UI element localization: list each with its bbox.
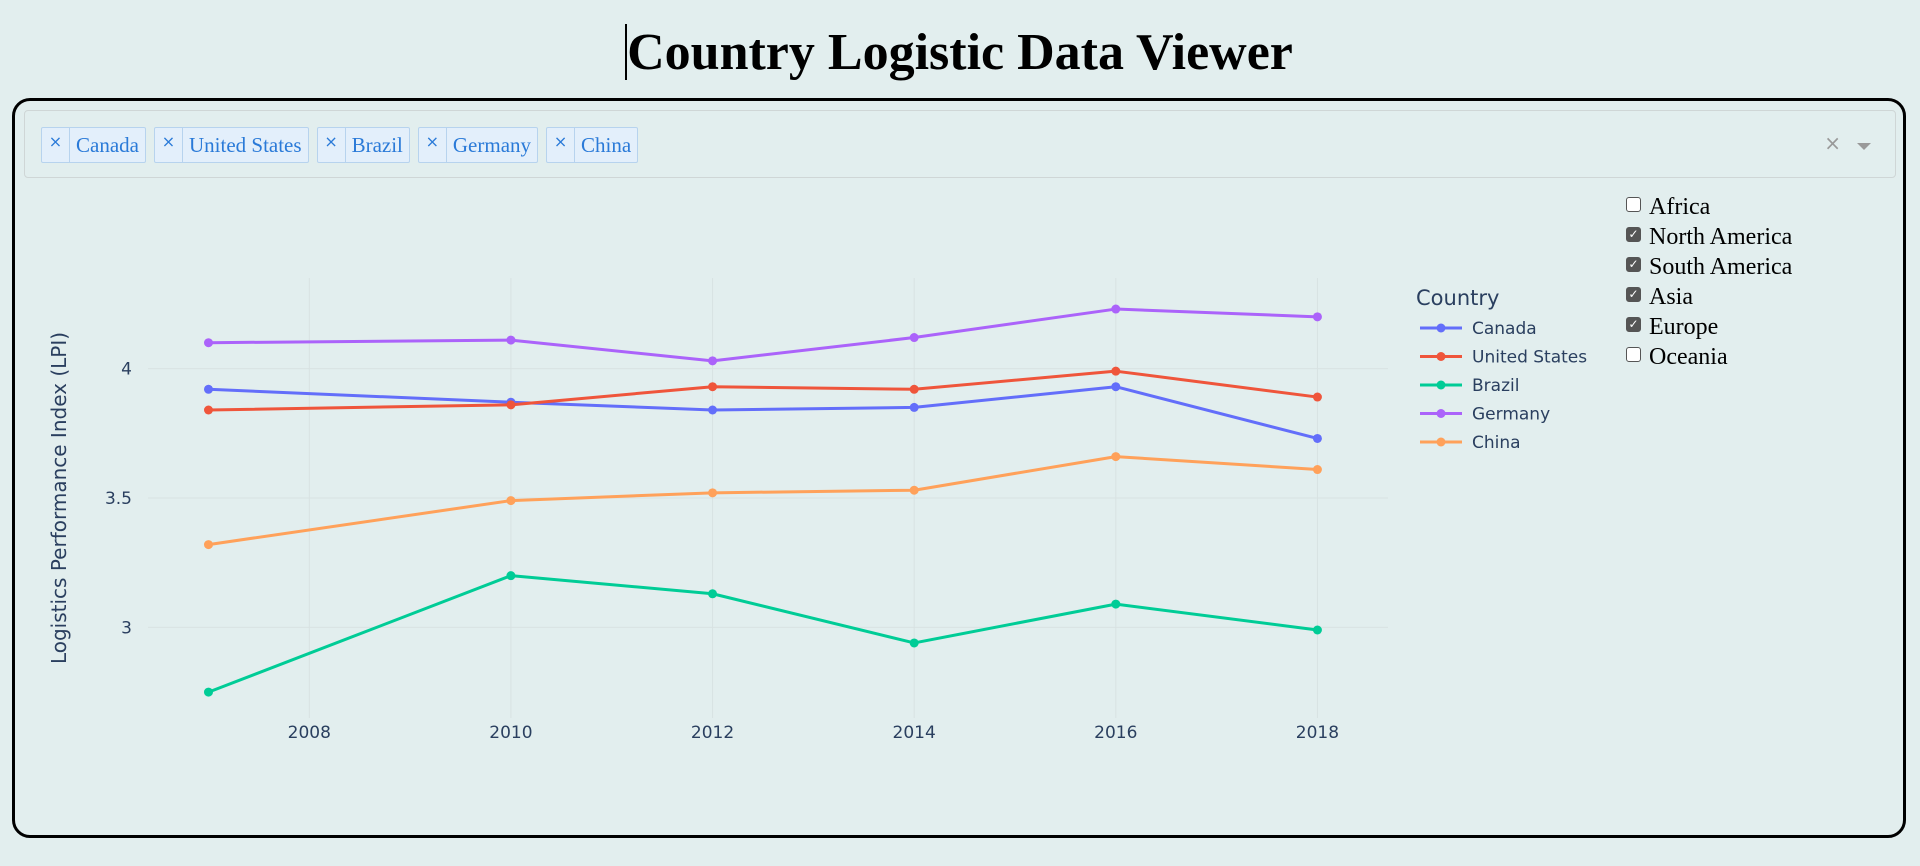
x-tick-label: 2012 — [691, 723, 734, 743]
series-line-germany — [208, 307, 1318, 363]
data-point-brazil — [708, 589, 718, 599]
region-africa[interactable]: Africa — [1626, 192, 1792, 222]
region-label: South America — [1649, 253, 1793, 280]
legend-marker-germany — [1436, 409, 1446, 418]
legend-label-china: China — [1472, 433, 1521, 453]
country-multiselect[interactable]: × Canada × United States × Brazil × Germ… — [24, 110, 1896, 178]
x-tick-label: 2010 — [489, 723, 532, 743]
legend-label-united-states: United States — [1472, 348, 1587, 368]
series-line-china — [208, 455, 1318, 547]
region-checkbox[interactable]: ✓ — [1626, 286, 1641, 302]
data-point-germany — [506, 335, 516, 345]
chip-label: Canada — [76, 132, 139, 157]
x-tick-label: 2018 — [1296, 723, 1339, 743]
data-point-china — [1111, 452, 1121, 462]
data-point-canada — [1312, 433, 1322, 443]
clear-all-icon[interactable]: × — [1824, 131, 1841, 155]
data-point-united-states — [909, 384, 919, 394]
legend-label-germany: Germany — [1472, 405, 1550, 425]
data-point-brazil — [1312, 625, 1322, 635]
chip-germany: × Germany — [417, 127, 539, 163]
page-title: Country Logistic Data Viewer — [0, 18, 1920, 88]
data-point-brazil — [506, 571, 516, 581]
x-tick-label: 2016 — [1094, 723, 1137, 743]
chip-china: × China — [546, 127, 639, 163]
data-point-canada — [1111, 382, 1121, 392]
data-point-china — [909, 485, 919, 495]
x-tick-label: 2008 — [288, 723, 331, 743]
data-point-china — [203, 540, 213, 550]
chip-brazil: × Brazil — [316, 127, 410, 163]
data-point-brazil — [1111, 599, 1121, 609]
y-tick-label: 3 — [121, 618, 132, 638]
region-north-america[interactable]: ✓ North America — [1626, 222, 1792, 252]
page-title-text: Country Logistic Data Viewer — [627, 24, 1293, 81]
data-point-china — [506, 496, 516, 506]
region-south-america[interactable]: ✓ South America — [1626, 252, 1792, 282]
data-point-brazil — [203, 687, 213, 697]
data-point-germany — [909, 333, 919, 343]
region-oceania[interactable]: Oceania — [1626, 342, 1792, 372]
remove-brazil-icon[interactable]: × — [318, 128, 346, 162]
region-checkbox[interactable]: ✓ — [1626, 226, 1641, 242]
legend-label-brazil: Brazil — [1472, 376, 1519, 396]
y-tick-label: 3.5 — [105, 489, 132, 509]
legend-marker-china — [1436, 437, 1446, 447]
region-label: North America — [1649, 223, 1793, 250]
data-point-germany — [708, 356, 718, 366]
region-label: Asia — [1649, 283, 1693, 310]
y-tick-label: 4 — [121, 360, 132, 380]
selected-countries: × Canada × United States × Brazil × Germ… — [41, 127, 639, 163]
region-checkbox[interactable] — [1626, 346, 1641, 362]
series-line-brazil — [207, 574, 1318, 694]
legend-marker-brazil — [1436, 380, 1446, 390]
series-line-canada — [208, 385, 1318, 440]
data-point-united-states — [1111, 366, 1121, 376]
legend-label-canada: Canada — [1472, 319, 1537, 339]
main-panel — [12, 98, 1906, 838]
data-point-canada — [203, 384, 213, 394]
legend-title: Country — [1416, 286, 1499, 310]
region-label: Oceania — [1649, 343, 1728, 370]
chip-label: Germany — [452, 132, 532, 157]
data-point-china — [708, 488, 718, 498]
chip-label: Brazil — [351, 132, 403, 157]
region-checkbox[interactable] — [1626, 196, 1641, 212]
data-point-canada — [708, 405, 718, 415]
chip-label: United States — [188, 132, 302, 157]
data-point-united-states — [506, 400, 516, 410]
remove-china-icon[interactable]: × — [547, 128, 576, 162]
series-line-united-states — [208, 369, 1318, 412]
chip-label: China — [581, 132, 632, 157]
region-europe[interactable]: ✓ Europe — [1626, 312, 1792, 342]
text-caret — [625, 24, 628, 80]
data-point-germany — [203, 338, 213, 348]
data-point-united-states — [708, 382, 718, 392]
region-checkbox[interactable]: ✓ — [1626, 316, 1641, 332]
legend-marker-united-states — [1436, 352, 1446, 361]
data-point-canada — [909, 402, 919, 412]
x-tick-label: 2014 — [893, 723, 936, 743]
chip-canada: × Canada — [41, 127, 146, 163]
y-axis-title: Logistics Performance Index (LPI) — [47, 332, 71, 664]
region-label: Europe — [1649, 313, 1719, 340]
data-point-united-states — [203, 405, 213, 415]
remove-canada-icon[interactable]: × — [42, 128, 70, 162]
data-point-china — [1312, 465, 1322, 475]
data-point-germany — [1111, 304, 1121, 314]
chip-united-states: × United States — [153, 127, 309, 163]
legend-marker-canada — [1436, 323, 1446, 333]
region-checkbox[interactable]: ✓ — [1626, 256, 1641, 272]
data-point-germany — [1312, 312, 1322, 322]
region-checklist: Africa ✓ North America ✓ South America ✓… — [1626, 192, 1792, 372]
remove-united-states-icon[interactable]: × — [155, 128, 183, 162]
chevron-down-icon[interactable] — [1857, 143, 1871, 150]
data-point-brazil — [909, 638, 919, 648]
region-label: Africa — [1649, 193, 1711, 220]
region-asia[interactable]: ✓ Asia — [1626, 282, 1792, 312]
remove-germany-icon[interactable]: × — [419, 128, 447, 162]
data-point-united-states — [1312, 392, 1322, 402]
